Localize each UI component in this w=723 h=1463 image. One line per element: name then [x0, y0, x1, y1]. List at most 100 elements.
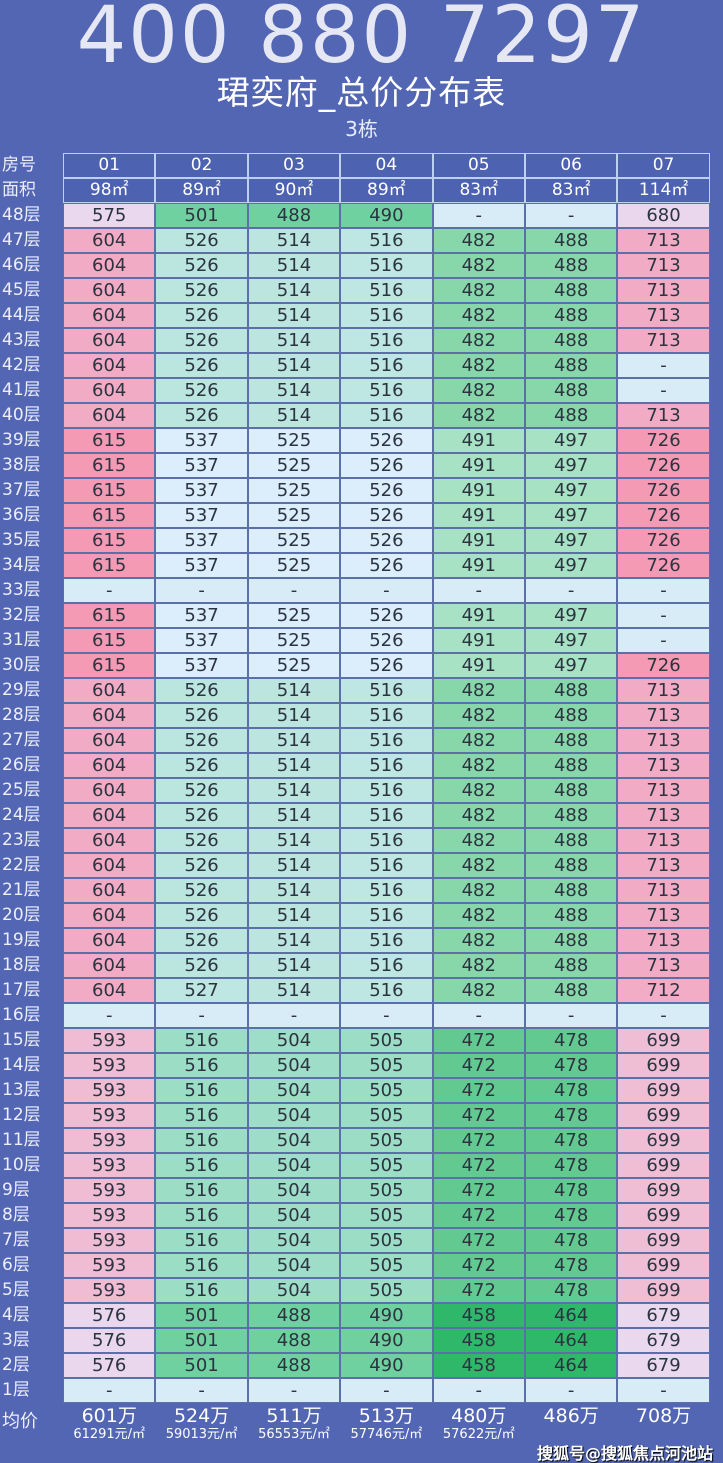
- price-cell: 505: [340, 1278, 433, 1303]
- price-cell: 699: [617, 1128, 710, 1153]
- table-row: 30层 615 537 525 526 491 497 726: [0, 653, 712, 678]
- price-cell: 478: [524, 1053, 618, 1078]
- price-cell: 593: [63, 1253, 156, 1278]
- price-cell: 526: [340, 628, 433, 653]
- price-cell: 575: [63, 203, 156, 228]
- header-cell: 89㎡: [155, 178, 248, 203]
- price-cell: 604: [63, 703, 156, 728]
- price-cell: 526: [155, 853, 248, 878]
- price-cell: -: [247, 1378, 341, 1403]
- price-cell: 525: [247, 628, 341, 653]
- header-cell: 04: [340, 153, 433, 178]
- price-cell: 726: [617, 478, 710, 503]
- price-cell: 504: [247, 1253, 341, 1278]
- table-row: 2层 576 501 488 490 458 464 679: [0, 1353, 712, 1378]
- price-cell: 482: [432, 978, 525, 1003]
- price-cell: -: [432, 1378, 525, 1403]
- table-row: 21层 604 526 514 516 482 488 713: [0, 878, 712, 903]
- table-row: 34层 615 537 525 526 491 497 726: [0, 553, 712, 578]
- price-cell: -: [524, 1378, 618, 1403]
- price-cell: 713: [617, 953, 710, 978]
- price-cell: 482: [432, 728, 525, 753]
- price-cell: 576: [63, 1328, 156, 1353]
- average-total: 524万: [173, 1405, 230, 1427]
- price-cell: 482: [432, 878, 525, 903]
- table-row: 22层 604 526 514 516 482 488 713: [0, 853, 712, 878]
- floor-label: 14层: [2, 1055, 41, 1075]
- price-cell: 504: [247, 1103, 341, 1128]
- price-cell: 713: [617, 778, 710, 803]
- price-cell: 713: [617, 328, 710, 353]
- price-cell: 713: [617, 853, 710, 878]
- floor-label: 39层: [2, 430, 41, 450]
- table-row: 15层 593 516 504 505 472 478 699: [0, 1028, 712, 1053]
- price-cell: 604: [63, 953, 156, 978]
- table-row: 3层 576 501 488 490 458 464 679: [0, 1328, 712, 1353]
- price-cell: 526: [155, 228, 248, 253]
- table-row: 43层 604 526 514 516 482 488 713: [0, 328, 712, 353]
- price-cell: 679: [617, 1353, 710, 1378]
- price-cell: 488: [524, 828, 618, 853]
- price-cell: -: [524, 578, 618, 603]
- price-cell: 478: [524, 1128, 618, 1153]
- average-unit-price: 57746元/㎡: [350, 1427, 423, 1442]
- price-cell: 514: [247, 928, 341, 953]
- price-cell: 516: [155, 1278, 248, 1303]
- price-cell: 525: [247, 553, 341, 578]
- price-cell: 604: [63, 728, 156, 753]
- price-cell: 726: [617, 528, 710, 553]
- price-cell: 472: [432, 1153, 525, 1178]
- price-cell: 699: [617, 1028, 710, 1053]
- floor-label: 19层: [2, 930, 41, 950]
- price-cell: 482: [432, 828, 525, 853]
- price-cell: 526: [340, 528, 433, 553]
- price-cell: 526: [155, 803, 248, 828]
- average-cell: 513万 57746元/㎡: [340, 1405, 432, 1443]
- table-row: 12层 593 516 504 505 472 478 699: [0, 1103, 712, 1128]
- price-cell: 516: [340, 328, 433, 353]
- table-row: 27层 604 526 514 516 482 488 713: [0, 728, 712, 753]
- price-cell: 516: [340, 978, 433, 1003]
- price-cell: 726: [617, 428, 710, 453]
- price-cell: 488: [524, 403, 618, 428]
- price-cell: -: [617, 378, 710, 403]
- header-cell: 114㎡: [617, 178, 710, 203]
- floor-label: 25层: [2, 780, 41, 800]
- table-row: 16层 - - - - - - -: [0, 1003, 712, 1028]
- price-cell: 514: [247, 828, 341, 853]
- price-cell: 491: [432, 503, 525, 528]
- floor-label: 6层: [2, 1255, 30, 1275]
- price-cell: 464: [524, 1328, 618, 1353]
- price-cell: 490: [340, 203, 433, 228]
- floor-label: 29层: [2, 680, 41, 700]
- price-cell: 488: [524, 253, 618, 278]
- floor-label: 23层: [2, 830, 41, 850]
- floor-label: 41层: [2, 380, 41, 400]
- price-cell: 679: [617, 1303, 710, 1328]
- price-cell: 604: [63, 328, 156, 353]
- price-cell: 488: [247, 203, 341, 228]
- price-cell: 482: [432, 703, 525, 728]
- price-cell: 478: [524, 1203, 618, 1228]
- phone-watermark: 400 880 7297: [76, 0, 647, 81]
- table-row: 19层 604 526 514 516 482 488 713: [0, 928, 712, 953]
- price-cell: 478: [524, 1178, 618, 1203]
- price-cell: 497: [524, 453, 618, 478]
- price-cell: 526: [155, 253, 248, 278]
- floor-label: 36层: [2, 505, 41, 525]
- price-cell: 604: [63, 978, 156, 1003]
- floor-label: 10层: [2, 1155, 41, 1175]
- average-total: 511万: [266, 1405, 322, 1427]
- price-cell: 537: [155, 453, 248, 478]
- price-cell: 514: [247, 903, 341, 928]
- price-cell: 482: [432, 378, 525, 403]
- price-cell: 526: [155, 753, 248, 778]
- price-cell: 482: [432, 253, 525, 278]
- price-cell: 482: [432, 278, 525, 303]
- price-cell: 713: [617, 228, 710, 253]
- table-row: 41层 604 526 514 516 482 488-: [0, 378, 712, 403]
- table-row: 46层 604 526 514 516 482 488 713: [0, 253, 712, 278]
- price-cell: 497: [524, 478, 618, 503]
- price-cell: 604: [63, 878, 156, 903]
- price-cell: 526: [340, 603, 433, 628]
